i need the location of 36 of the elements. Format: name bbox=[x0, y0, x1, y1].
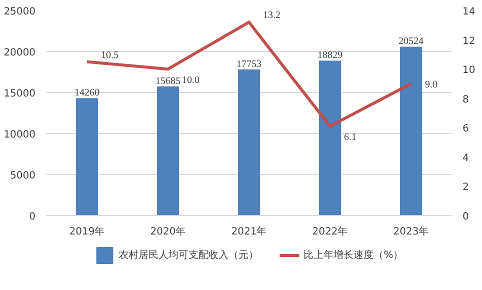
bar bbox=[76, 98, 98, 216]
data-label: 9.0 bbox=[425, 80, 438, 91]
y2-tick-label: 6 bbox=[462, 124, 469, 135]
y2-tick-label: 12 bbox=[462, 36, 476, 47]
y-tick-label: 20000 bbox=[4, 48, 36, 58]
x-tick-label: 2020年 bbox=[150, 226, 186, 238]
legend-label: 比上年增长速度（%） bbox=[304, 248, 404, 262]
y-tick-label: 15000 bbox=[4, 88, 36, 100]
x-tick-label: 2019年 bbox=[69, 226, 105, 238]
data-label: 10.0 bbox=[182, 75, 200, 86]
data-label: 20524 bbox=[398, 36, 424, 48]
y2-tick-label: 10 bbox=[462, 65, 476, 76]
data-label: 17753 bbox=[236, 58, 262, 70]
y2-tick-label: 14 bbox=[462, 6, 476, 18]
bar bbox=[156, 86, 180, 216]
data-label: 14260 bbox=[74, 88, 100, 99]
y-tick-label: 25000 bbox=[4, 6, 36, 18]
bar bbox=[238, 69, 260, 216]
bar bbox=[400, 46, 422, 216]
y2-tick-label: 8 bbox=[462, 94, 469, 106]
data-label: 15685 bbox=[156, 76, 180, 87]
data-label: 6.1 bbox=[344, 132, 356, 144]
y-tick-label: 10000 bbox=[4, 130, 36, 140]
y2-tick-label: 2 bbox=[462, 182, 469, 194]
y2-tick-label: 4 bbox=[462, 152, 469, 164]
y2-tick-label: 0 bbox=[462, 212, 469, 222]
x-tick-label: 2021年 bbox=[231, 226, 267, 238]
bar bbox=[318, 60, 342, 216]
x-tick-label: 2023年 bbox=[393, 226, 429, 238]
x-tick-label: 2022年 bbox=[312, 226, 348, 238]
legend-label: 农村居民人均可支配收入（元） bbox=[118, 248, 259, 262]
data-label: 18829 bbox=[318, 50, 342, 62]
y-tick-label: 0 bbox=[29, 212, 36, 222]
y-tick-label: 5000 bbox=[10, 170, 36, 182]
data-label: 13.2 bbox=[263, 10, 280, 22]
data-label: 10.5 bbox=[101, 50, 118, 61]
